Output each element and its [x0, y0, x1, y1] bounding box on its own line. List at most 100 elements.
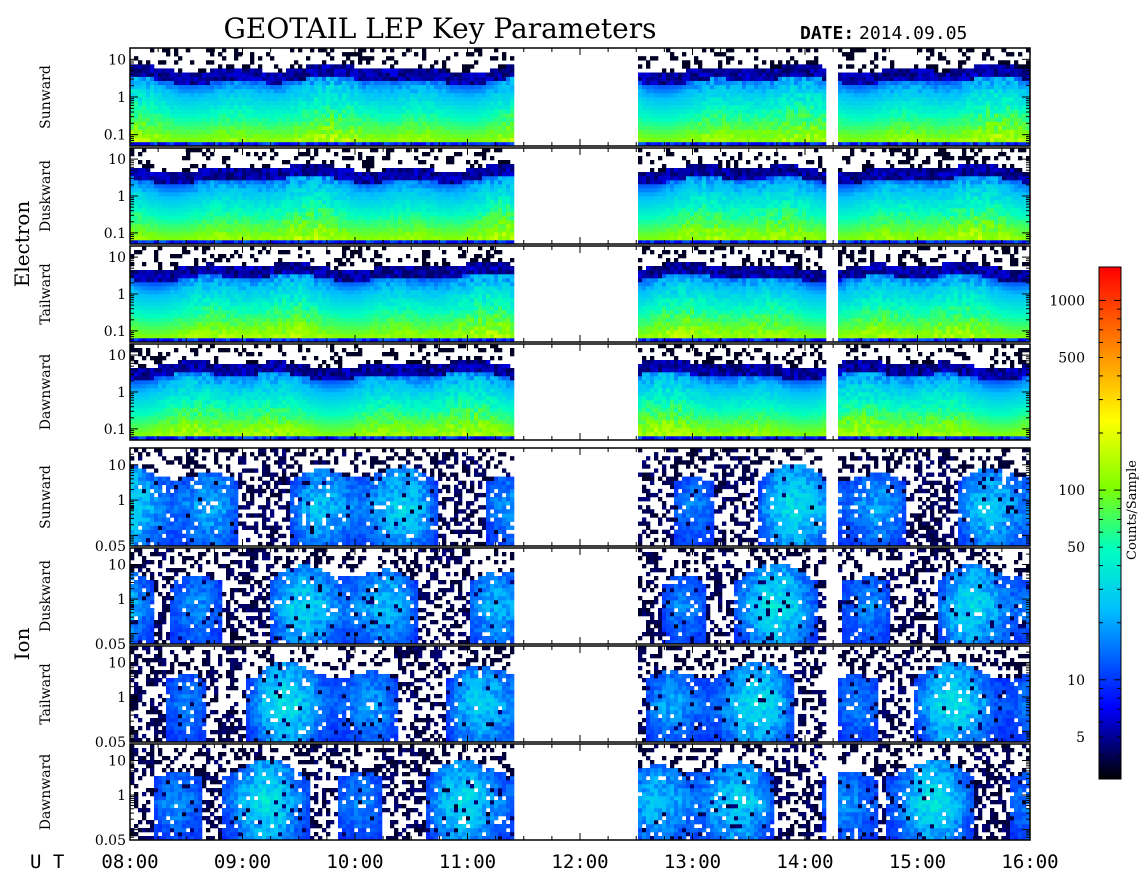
spectrogram-cell [298, 200, 302, 204]
spectrogram-cell [482, 134, 486, 138]
spectrogram-cell [262, 105, 266, 109]
spectrogram-cell [682, 130, 686, 134]
spectrogram-cell [758, 113, 762, 117]
spectrogram-cell [246, 192, 250, 196]
spectrogram-cell [138, 109, 142, 113]
spectrogram-cell [850, 109, 854, 113]
spectrogram-cell [882, 97, 886, 101]
spectrogram-cell [786, 60, 790, 64]
spectrogram-cell [714, 73, 718, 77]
spectrogram-cell [930, 89, 934, 93]
spectrogram-cell [322, 60, 326, 64]
spectrogram-cell [158, 204, 162, 208]
spectrogram-cell [274, 101, 278, 105]
spectrogram-cell [294, 156, 298, 160]
spectrogram-cell [490, 93, 494, 97]
spectrogram-cell [206, 196, 210, 200]
spectrogram-cell [314, 200, 318, 204]
spectrogram-cell [142, 105, 146, 109]
spectrogram-cell [174, 196, 178, 200]
spectrogram-cell [674, 105, 678, 109]
spectrogram-cell [790, 93, 794, 97]
spectrogram-cell [170, 93, 174, 97]
spectrogram-cell [650, 85, 654, 89]
spectrogram-cell [242, 180, 246, 184]
spectrogram-cell [786, 126, 790, 130]
spectrogram-cell [382, 130, 386, 134]
spectrogram-cell [418, 138, 422, 142]
spectrogram-cell [878, 126, 882, 130]
spectrogram-cell [178, 134, 182, 138]
spectrogram-cell [242, 176, 246, 180]
spectrogram-cell [722, 52, 726, 56]
spectrogram-cell [342, 138, 346, 142]
spectrogram-cell [134, 126, 138, 130]
spectrogram-cell [194, 113, 198, 117]
spectrogram-cell [186, 117, 190, 121]
spectrogram-cell [298, 192, 302, 196]
spectrogram-cell [150, 68, 154, 72]
spectrogram-cell [154, 184, 158, 188]
spectrogram-cell [294, 196, 298, 200]
spectrogram-cell [858, 89, 862, 93]
spectrogram-cell [270, 97, 274, 101]
spectrogram-cell [138, 200, 142, 204]
spectrogram-cell [838, 81, 842, 85]
spectrogram-cell [154, 77, 158, 81]
spectrogram-cell [770, 77, 774, 81]
spectrogram-cell [698, 101, 702, 105]
spectrogram-cell [886, 85, 890, 89]
spectrogram-cell [322, 172, 326, 176]
spectrogram-cell [894, 68, 898, 72]
spectrogram-cell [210, 93, 214, 97]
spectrogram-cell [178, 236, 182, 240]
spectrogram-cell [354, 97, 358, 101]
spectrogram-cell [206, 60, 210, 64]
spectrogram-cell [674, 77, 678, 81]
spectrogram-cell [798, 138, 802, 142]
spectrogram-cell [770, 68, 774, 72]
spectrogram-cell [858, 81, 862, 85]
spectrogram-cell [702, 68, 706, 72]
spectrogram-cell [730, 109, 734, 113]
spectrogram-cell [962, 93, 966, 97]
spectrogram-cell [282, 232, 286, 236]
spectrogram-cell [1010, 134, 1014, 138]
spectrogram-cell [250, 126, 254, 130]
spectrogram-cell [738, 122, 742, 126]
spectrogram-cell [182, 89, 186, 93]
spectrogram-cell [226, 73, 230, 77]
spectrogram-cell [418, 117, 422, 121]
spectrogram-cell [722, 85, 726, 89]
spectrogram-cell [354, 122, 358, 126]
spectrogram-cell [762, 97, 766, 101]
spectrogram-cell [734, 89, 738, 93]
spectrogram-cell [342, 81, 346, 85]
spectrogram-cell [394, 109, 398, 113]
spectrogram-cell [862, 97, 866, 101]
spectrogram-cell [470, 117, 474, 121]
spectrogram-cell [250, 109, 254, 113]
spectrogram-cell [234, 228, 238, 232]
spectrogram-cell [258, 208, 262, 212]
spectrogram-cell [158, 68, 162, 72]
spectrogram-cell [346, 81, 350, 85]
spectrogram-cell [678, 101, 682, 105]
spectrogram-cell [678, 89, 682, 93]
spectrogram-cell [290, 64, 294, 68]
spectrogram-cell [202, 232, 206, 236]
spectrogram-cell [450, 97, 454, 101]
spectrogram-cell [890, 85, 894, 89]
spectrogram-cell [906, 113, 910, 117]
spectrogram-cell [730, 130, 734, 134]
spectrogram-cell [366, 77, 370, 81]
spectrogram-cell [170, 172, 174, 176]
spectrogram-cell [298, 184, 302, 188]
spectrogram-cell [438, 109, 442, 113]
spectrogram-cell [342, 60, 346, 64]
spectrogram-cell [446, 93, 450, 97]
spectrogram-cell [318, 220, 322, 224]
spectrogram-cell [202, 68, 206, 72]
spectrogram-cell [194, 196, 198, 200]
spectrogram-cell [234, 130, 238, 134]
